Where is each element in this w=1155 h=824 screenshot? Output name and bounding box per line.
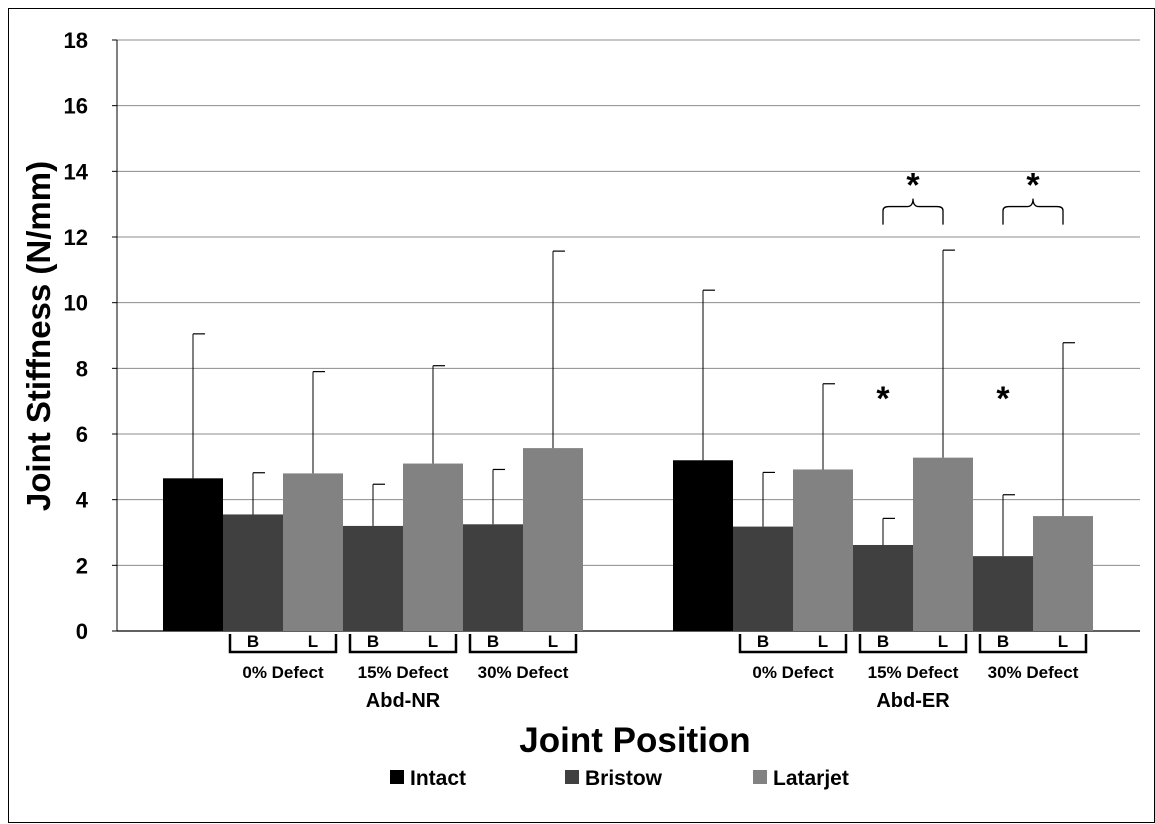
bar-latarjet (793, 469, 853, 631)
y-axis-title: Joint Stiffness (N/mm) (20, 161, 57, 511)
defect-label: 15% Defect (868, 663, 959, 682)
latarjet-abbrev-label: L (428, 632, 438, 651)
defect-bracket (348, 634, 458, 654)
y-tick-label: 8 (76, 356, 88, 381)
defect-label: 30% Defect (988, 663, 1079, 682)
bar-latarjet (523, 448, 583, 631)
y-tick-label: 18 (64, 28, 88, 53)
bar-intact (673, 460, 733, 631)
bristow-abbrev-label: B (367, 632, 379, 651)
bar-latarjet (913, 457, 973, 631)
bar-latarjet (403, 463, 463, 631)
y-tick-label: 0 (76, 619, 88, 644)
latarjet-abbrev-label: L (308, 632, 318, 651)
bar-bristow (973, 556, 1033, 631)
latarjet-abbrev-label: L (938, 632, 948, 651)
y-tick-label: 6 (76, 422, 88, 447)
bristow-abbrev-label: B (487, 632, 499, 651)
bar-latarjet (283, 473, 343, 631)
figure-border (8, 8, 1155, 823)
legend-swatch-intact (390, 770, 404, 784)
y-tick-label: 2 (76, 553, 88, 578)
y-tick-label: 16 (64, 94, 88, 119)
latarjet-abbrev-label: L (818, 632, 828, 651)
defect-bracket (858, 634, 968, 654)
defect-label: 15% Defect (358, 663, 449, 682)
defect-bracket (228, 634, 338, 654)
x-axis-title: Joint Position (519, 721, 750, 760)
y-tick-label: 12 (64, 225, 88, 250)
significance-star: * (1026, 167, 1040, 205)
defect-bracket (978, 634, 1088, 654)
group-label: Abd-NR (366, 690, 441, 712)
bristow-abbrev-label: B (757, 632, 769, 651)
bar-bristow (853, 544, 913, 631)
bar-intact (163, 478, 223, 631)
bar-bristow (223, 514, 283, 631)
defect-label: 30% Defect (478, 663, 569, 682)
legend-label-intact: Intact (410, 767, 466, 790)
latarjet-abbrev-label: L (548, 632, 558, 651)
legend-swatch-latarjet (753, 770, 767, 784)
bar-bristow (463, 524, 523, 631)
legend-label-latarjet: Latarjet (773, 767, 849, 790)
bristow-abbrev-label: B (997, 632, 1009, 651)
significance-star: * (906, 167, 920, 205)
y-tick-label: 14 (64, 159, 89, 184)
bar-latarjet (1033, 516, 1093, 631)
bar-bristow (343, 525, 403, 631)
y-tick-label: 10 (64, 291, 88, 316)
group-label: Abd-ER (876, 690, 950, 712)
defect-label: 0% Defect (752, 663, 834, 682)
bristow-abbrev-label: B (877, 632, 889, 651)
defect-bracket (468, 634, 578, 654)
bar-bristow (733, 526, 793, 631)
significance-star: * (876, 380, 890, 418)
bristow-abbrev-label: B (247, 632, 259, 651)
latarjet-abbrev-label: L (1058, 632, 1068, 651)
significance-star: * (996, 380, 1010, 418)
legend-label-bristow: Bristow (585, 767, 663, 790)
legend-swatch-bristow (565, 770, 579, 784)
defect-bracket (738, 634, 848, 654)
y-tick-label: 4 (76, 488, 89, 513)
defect-label: 0% Defect (242, 663, 324, 682)
